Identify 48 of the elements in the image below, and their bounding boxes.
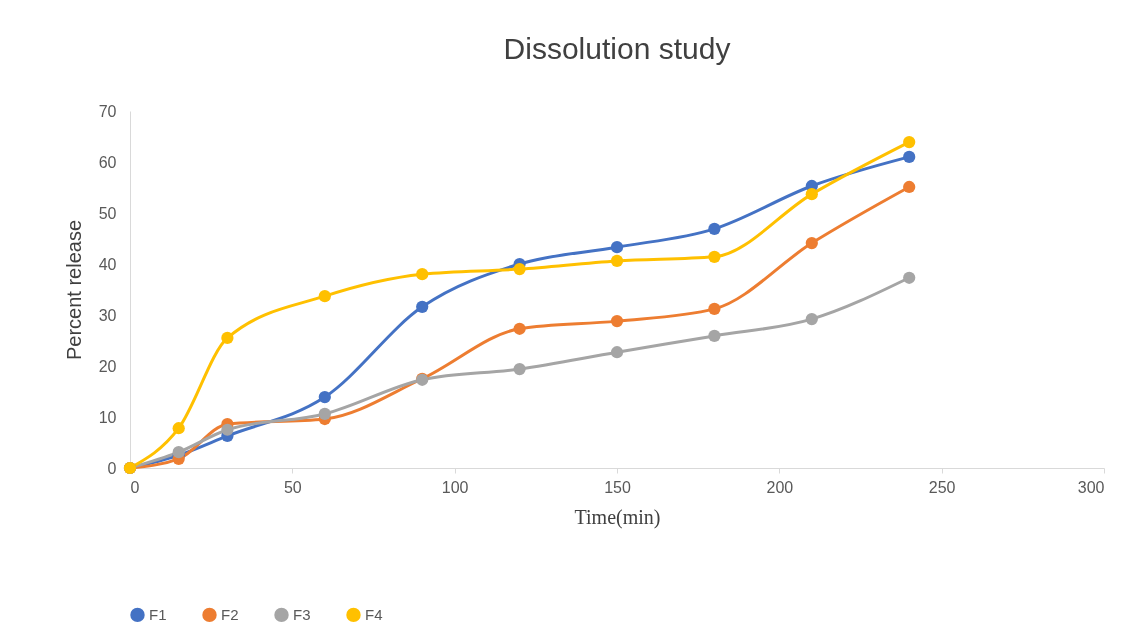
point bbox=[903, 271, 916, 284]
point bbox=[805, 188, 818, 201]
y-tick-label: 10 bbox=[98, 408, 117, 426]
point bbox=[610, 241, 624, 254]
legend-label: F2 bbox=[221, 605, 239, 623]
point bbox=[172, 422, 185, 435]
y-tick-label: 30 bbox=[98, 306, 117, 324]
legend-label: F3 bbox=[293, 605, 311, 623]
point bbox=[805, 236, 818, 250]
y-tick-label: 0 bbox=[107, 459, 117, 477]
x-tick-label: 200 bbox=[766, 478, 794, 496]
legend-label: F4 bbox=[365, 605, 383, 623]
chart-title: Dissolution study bbox=[503, 32, 731, 65]
x-tick-label: 50 bbox=[283, 478, 302, 496]
x-tick-label: 0 bbox=[130, 478, 140, 496]
point bbox=[221, 331, 234, 345]
point bbox=[318, 391, 331, 404]
point bbox=[708, 222, 721, 235]
point bbox=[416, 300, 429, 313]
point bbox=[708, 302, 721, 315]
x-axis-title: Time(min) bbox=[574, 505, 661, 529]
y-tick-label: 20 bbox=[98, 357, 117, 375]
point bbox=[221, 423, 234, 436]
point bbox=[903, 150, 916, 164]
point bbox=[318, 290, 331, 303]
y-tick-label: 60 bbox=[98, 153, 117, 171]
point bbox=[610, 346, 624, 359]
point bbox=[903, 136, 916, 149]
point bbox=[610, 254, 624, 268]
y-tick-label: 50 bbox=[98, 204, 117, 222]
x-tick-label: 100 bbox=[441, 478, 469, 496]
y-tick-label: 70 bbox=[98, 102, 117, 120]
x-tick-label: 300 bbox=[1077, 478, 1105, 496]
point bbox=[805, 312, 818, 326]
x-tick-label: 150 bbox=[604, 478, 631, 496]
point bbox=[318, 407, 331, 421]
y-tick-label: 40 bbox=[98, 255, 117, 273]
point bbox=[610, 315, 624, 328]
point bbox=[513, 322, 526, 335]
point bbox=[416, 268, 429, 281]
point bbox=[708, 329, 721, 343]
legend-label: F1 bbox=[149, 605, 167, 623]
point bbox=[708, 250, 721, 263]
point bbox=[903, 180, 916, 194]
x-tick-label: 250 bbox=[928, 478, 956, 496]
y-axis-title: Percent release bbox=[62, 219, 85, 361]
point bbox=[513, 362, 526, 376]
point bbox=[513, 262, 526, 276]
